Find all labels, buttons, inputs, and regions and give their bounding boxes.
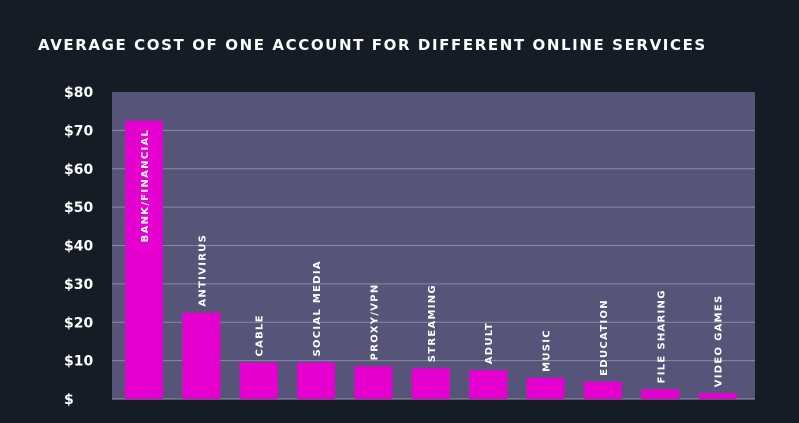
bar-label: BANK/FINANCIAL: [140, 129, 151, 243]
y-tick-label: $70: [64, 123, 93, 139]
y-tick-label: $: [64, 392, 74, 408]
bar: [182, 312, 221, 399]
bar-label: PROXY/VPN: [369, 283, 380, 360]
y-tick-label: $80: [64, 85, 93, 101]
bar-label: EDUCATION: [599, 299, 610, 376]
bar-label: STREAMING: [427, 284, 438, 362]
bar: [641, 389, 680, 399]
y-tick-label: $50: [64, 200, 93, 216]
y-tick-label: $30: [64, 277, 93, 293]
y-tick-label: $20: [64, 315, 93, 331]
bar: [526, 377, 565, 399]
bar: [469, 370, 508, 399]
bar: [125, 120, 163, 399]
bar: [297, 362, 336, 399]
bar-label: CABLE: [255, 314, 266, 356]
bar: [239, 362, 278, 399]
y-tick-label: $60: [64, 162, 93, 178]
bar: [354, 366, 393, 399]
y-tick-label: $40: [64, 239, 93, 255]
chart-title: AVERAGE COST OF ONE ACCOUNT FOR DIFFEREN…: [38, 36, 707, 54]
bar: [698, 393, 737, 399]
bar: [583, 381, 622, 399]
y-axis: $ $10 $20 $30 $40 $50 $60 $70 $80: [64, 85, 93, 408]
bar-label: ANTIVIRUS: [197, 234, 208, 307]
y-tick-label: $10: [64, 354, 93, 370]
bar-label: VIDEO GAMES: [714, 294, 725, 387]
bar-label: MUSIC: [542, 329, 553, 372]
bar: [411, 368, 450, 399]
bar-label: SOCIAL MEDIA: [312, 260, 323, 357]
bar-label: ADULT: [484, 322, 495, 364]
bar-label: FILE SHARING: [656, 289, 667, 383]
bars: BANK/FINANCIAL ANTIVIRUS CABLE SOCIAL MEDIA…: [125, 120, 737, 399]
